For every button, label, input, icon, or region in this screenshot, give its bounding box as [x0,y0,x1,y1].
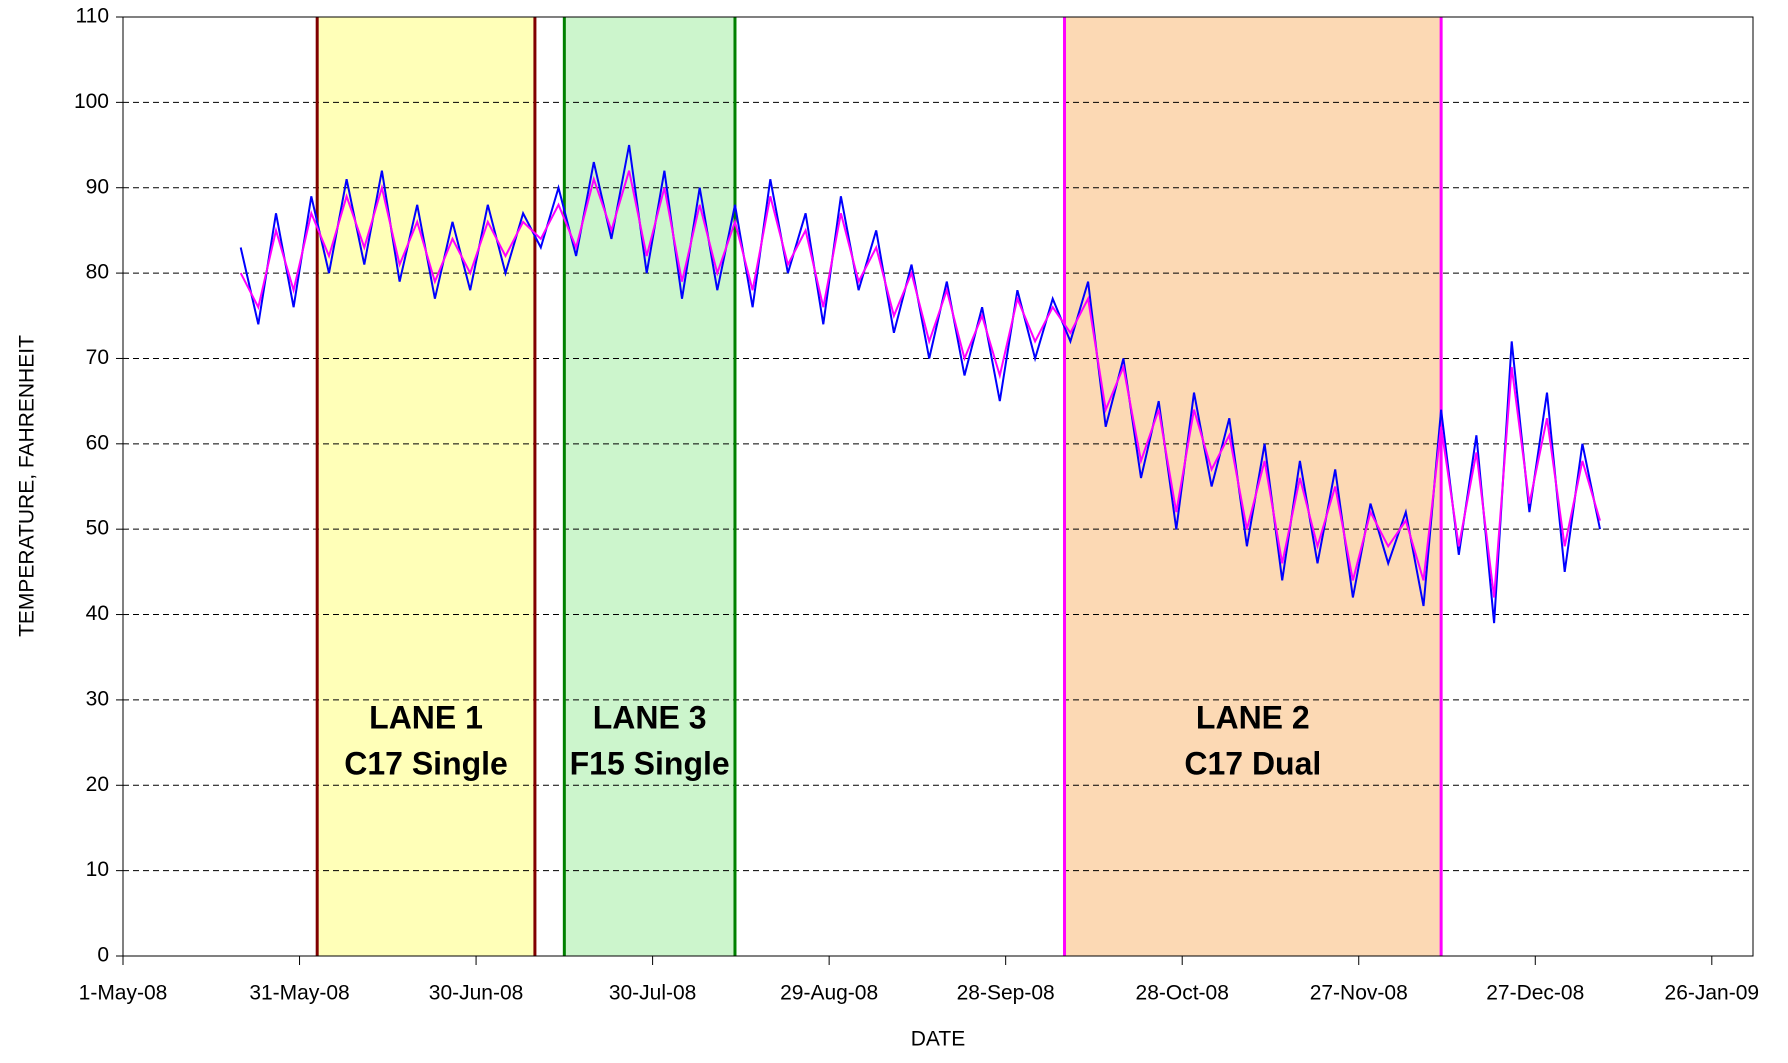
y-tick-label: 10 [86,858,109,881]
region [1064,17,1442,956]
x-tick-label: 1-May-08 [79,982,168,1005]
y-tick-label: 0 [97,944,109,967]
x-tick-label: 30-Jul-08 [609,982,697,1005]
region-label: F15 Single [570,745,730,781]
x-tick-label: 28-Sep-08 [957,982,1055,1005]
x-tick-label: 30-Jun-08 [429,982,524,1005]
x-tick-label: 26-Jan-09 [1665,982,1760,1005]
x-tick-label: 31-May-08 [249,982,349,1005]
y-tick-label: 100 [74,90,109,113]
x-tick-label: 27-Dec-08 [1486,982,1584,1005]
x-tick-label: 27-Nov-08 [1310,982,1408,1005]
y-tick-label: 50 [86,517,109,540]
plot-frame [122,16,1754,957]
region-label: C17 Dual [1184,745,1321,781]
y-tick-label: 110 [76,5,109,28]
y-tick-label: 80 [86,261,109,284]
y-tick-label: 60 [86,431,109,454]
region-label: LANE 2 [1196,699,1310,735]
series-line [239,170,1601,598]
region-label: LANE 1 [369,699,483,735]
y-axis-label: TEMPERATURE, FAHRENHEIT [16,335,39,637]
y-tick-label: 30 [86,687,109,710]
series-line [239,144,1601,624]
x-tick-label: 28-Oct-08 [1136,982,1229,1005]
y-tick-label: 20 [86,773,109,796]
x-tick-label: 29-Aug-08 [780,982,878,1005]
x-axis-label: DATE [911,1028,965,1051]
y-tick-label: 70 [86,346,109,369]
y-tick-label: 90 [86,175,109,198]
region-label: C17 Single [344,745,508,781]
region [317,17,535,956]
region-label: LANE 3 [593,699,707,735]
y-tick-label: 40 [86,602,109,625]
region [564,17,735,956]
